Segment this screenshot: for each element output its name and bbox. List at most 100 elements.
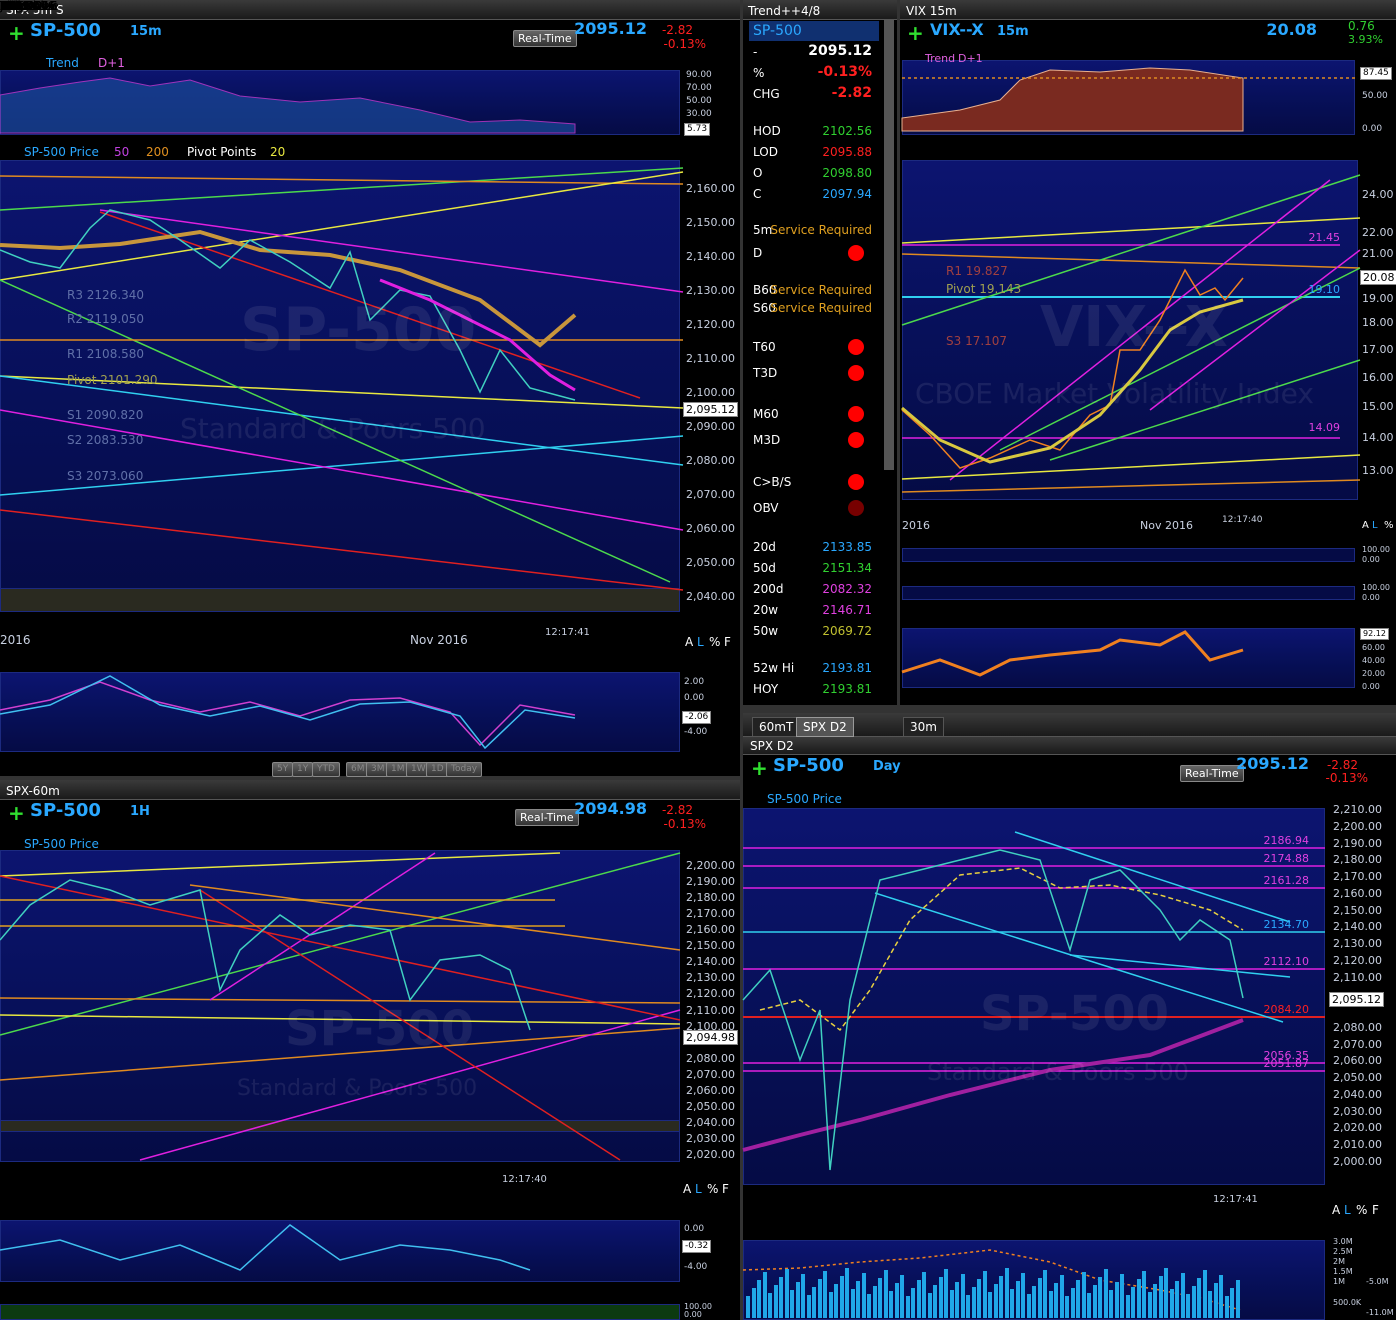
study-name: SP-500 Price [24, 837, 99, 851]
label: 15 [0, 0, 16, 13]
volume-bar-decor [1032, 1286, 1036, 1318]
row-label: M60 [753, 407, 779, 421]
label: 200 [0, 0, 23, 13]
volume-bar-decor [905, 1296, 910, 1318]
volume-bar-decor [1076, 1280, 1080, 1318]
change: -2.82 [661, 803, 693, 817]
scale-button[interactable]: L [1372, 520, 1378, 531]
clock: 12:17:40 [502, 1174, 547, 1185]
label: Jul 2016 [0, 0, 49, 13]
window-header [0, 780, 740, 800]
last-price: 2095.12 [574, 19, 647, 38]
y-tick-label: 2,040.00 [1333, 1087, 1382, 1101]
interval[interactable]: 1H [130, 804, 150, 819]
feed-button[interactable]: Real-Time [515, 809, 579, 826]
label: 27 [0, 0, 16, 13]
label: 19 [0, 0, 16, 13]
scale-button[interactable]: L [695, 1182, 702, 1196]
scale-button[interactable]: A [683, 1182, 692, 1196]
scale-button[interactable]: % [1384, 520, 1394, 531]
range-button[interactable]: YTD [312, 762, 340, 777]
scale-button[interactable]: % [709, 635, 721, 649]
label: PP [0, 0, 15, 13]
label: 100-20w [0, 0, 53, 13]
label: 26 [0, 0, 16, 13]
label: Histo [0, 0, 31, 13]
scale-button[interactable]: % [1356, 1203, 1368, 1217]
label: 18 [0, 0, 16, 13]
label: 21 [0, 0, 16, 13]
row-label: - [753, 45, 758, 59]
feed-button[interactable]: Real-Time [513, 30, 577, 47]
scale-button[interactable]: F [722, 1182, 729, 1196]
trend-line [0, 375, 684, 466]
label: LBlue [0, 0, 34, 13]
y-tick-label: 2,040.00 [686, 590, 735, 603]
label: Histo [0, 0, 31, 13]
scale-button[interactable]: A [685, 635, 694, 649]
volume-bar-decor [806, 1295, 811, 1318]
label: D+1 [958, 52, 983, 65]
label: 24 [0, 0, 16, 13]
tab[interactable]: 30m [903, 717, 944, 737]
oscillator-line [0, 1224, 531, 1271]
volume-bar-decor [949, 1290, 954, 1318]
range-button[interactable]: 1M [386, 762, 410, 777]
row-value: 2082.32 [822, 582, 872, 596]
label: Oct 2016 [0, 0, 56, 13]
splitter [743, 705, 1396, 713]
current-value: -0.32 [682, 1240, 712, 1253]
range-button[interactable]: 5Y [272, 762, 294, 777]
splitter [897, 0, 900, 713]
range-button[interactable]: Today [446, 762, 483, 777]
volume-bar-decor [1070, 1288, 1075, 1318]
volume-bar-decor [1175, 1281, 1179, 1318]
window-header [743, 0, 897, 20]
volume-bar-decor [1092, 1285, 1097, 1318]
scale-button[interactable]: F [724, 635, 731, 649]
plot-area [902, 586, 1355, 600]
label: 6 [0, 0, 8, 13]
y-tick-label: 2,110.00 [686, 352, 735, 365]
scale-button[interactable]: L [1344, 1203, 1351, 1217]
watermark: SP-500 [980, 986, 1170, 1042]
row-label: 50w [753, 624, 779, 638]
scale-button[interactable]: A [1332, 1203, 1341, 1217]
scale-button[interactable]: L [697, 635, 704, 649]
volume-bar-decor [1010, 1289, 1014, 1318]
symbol: SP-500 [753, 23, 802, 39]
interval[interactable]: 15m [130, 24, 162, 39]
scale-button[interactable]: % [707, 1182, 719, 1196]
interval[interactable]: 15m [997, 24, 1029, 39]
range-button[interactable]: 1Y [292, 762, 314, 777]
row-label: 50d [753, 561, 776, 575]
y-tick-label: 0.00 [1362, 124, 1383, 134]
y-tick-label: 2,060.00 [1333, 1054, 1382, 1068]
y-tick-label: 100.00 [1362, 545, 1390, 554]
trend-area [901, 67, 1244, 132]
interval[interactable]: Day [873, 759, 901, 774]
scrollbar[interactable] [884, 20, 894, 470]
y-tick-label: 2,200.00 [686, 859, 735, 872]
label: 12 [0, 0, 16, 13]
scale-button[interactable]: A [1362, 520, 1369, 531]
y-tick-label: 18.00 [1362, 316, 1394, 329]
scale-button[interactable]: F [1372, 1203, 1379, 1217]
level-label: 2051.87 [1263, 1057, 1310, 1070]
y-tick-label: 3.0M [1333, 1237, 1353, 1246]
y-tick-label: 2,170.00 [1333, 870, 1382, 884]
volume-bar-decor [988, 1292, 992, 1318]
y-tick-label: 2,170.00 [686, 907, 735, 921]
y-tick-label: 2,000.00 [1333, 1154, 1382, 1168]
tab[interactable]: 60mT [752, 717, 801, 737]
watermark: Standard & Poors 500 [180, 412, 486, 445]
y-tick-label: 2,010.00 [1333, 1138, 1382, 1152]
feed-button[interactable]: Real-Time [1180, 765, 1244, 782]
tab[interactable]: SPX D2 [796, 717, 854, 737]
y-tick-label: 2,210.00 [1333, 803, 1382, 816]
label: RSI 14 [0, 0, 39, 13]
volume-bar-decor [823, 1271, 827, 1318]
volume-bar-decor [977, 1279, 981, 1318]
label: 1 [0, 0, 8, 13]
plot-area [743, 808, 1325, 1185]
